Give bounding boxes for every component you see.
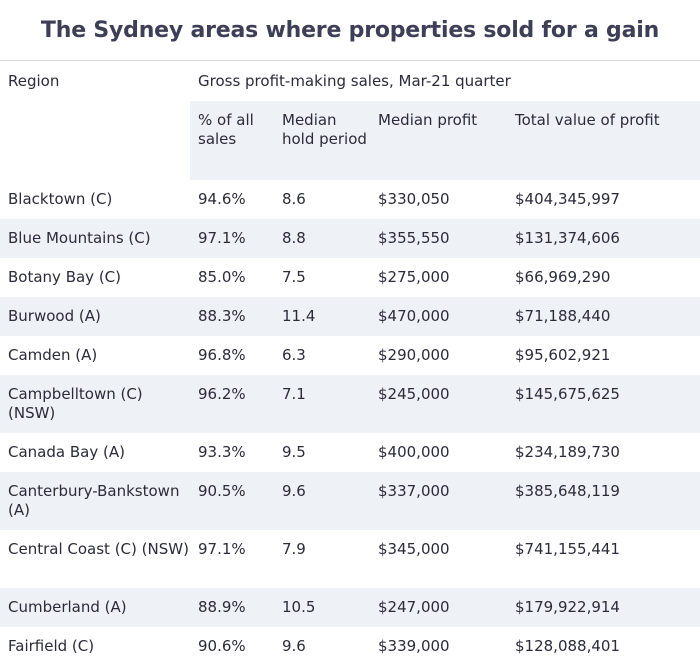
table-row: Canada Bay (A) 93.3% 9.5 $400,000 $234,1…	[0, 433, 700, 472]
cell-pct: 96.2%	[198, 385, 246, 403]
table-row: Campbelltown (C) (NSW) 96.2% 7.1 $245,00…	[0, 375, 700, 433]
cell-hold: 9.5	[282, 443, 306, 461]
cell-pct: 97.1%	[198, 540, 246, 558]
cell-pct: 90.5%	[198, 482, 246, 500]
table-row: Blacktown (C) 94.6% 8.6 $330,050 $404,34…	[0, 180, 700, 219]
cell-pct: 93.3%	[198, 443, 246, 461]
cell-median: $247,000	[378, 598, 450, 616]
header-total: Total value of profit	[507, 101, 700, 180]
cell-total: $71,188,440	[515, 307, 611, 325]
cell-pct: 96.8%	[198, 346, 246, 364]
cell-total: $131,374,606	[515, 229, 620, 247]
cell-total: $234,189,730	[515, 443, 620, 461]
cell-median: $400,000	[378, 443, 450, 461]
cell-hold: 8.8	[282, 229, 306, 247]
cell-median: $245,000	[378, 385, 450, 403]
table-title: The Sydney areas where properties sold f…	[0, 0, 700, 61]
header-row-group: Region Gross profit-making sales, Mar-21…	[0, 61, 700, 101]
table-row: Camden (A) 96.8% 6.3 $290,000 $95,602,92…	[0, 336, 700, 375]
profit-table: Region Gross profit-making sales, Mar-21…	[0, 61, 700, 664]
table-row: Canterbury-Bankstown (A) 90.5% 9.6 $337,…	[0, 472, 700, 530]
cell-region: Camden (A)	[8, 346, 98, 364]
cell-total: $128,088,401	[515, 637, 620, 655]
cell-total: $741,155,441	[515, 540, 620, 558]
header-region: Region	[8, 72, 60, 90]
cell-median: $290,000	[378, 346, 450, 364]
cell-region: Blacktown (C)	[8, 190, 113, 208]
cell-median: $275,000	[378, 268, 450, 286]
cell-region: Blue Mountains (C)	[8, 229, 151, 247]
cell-median: $330,050	[378, 190, 450, 208]
cell-pct: 88.3%	[198, 307, 246, 325]
cell-region: Canterbury-Bankstown (A)	[8, 482, 180, 519]
cell-median: $337,000	[378, 482, 450, 500]
cell-pct: 85.0%	[198, 268, 246, 286]
cell-region: Campbelltown (C) (NSW)	[8, 385, 143, 422]
header-hold: Median hold period	[274, 101, 370, 180]
cell-hold: 6.3	[282, 346, 306, 364]
header-pct: % of all sales	[190, 101, 274, 180]
header-group: Gross profit-making sales, Mar-21 quarte…	[198, 72, 511, 90]
cell-hold: 7.5	[282, 268, 306, 286]
cell-pct: 88.9%	[198, 598, 246, 616]
cell-median: $470,000	[378, 307, 450, 325]
header-blank	[0, 101, 190, 180]
header-median: Median profit	[370, 101, 507, 180]
cell-pct: 97.1%	[198, 229, 246, 247]
cell-hold: 10.5	[282, 598, 316, 616]
cell-median: $355,550	[378, 229, 450, 247]
cell-median: $345,000	[378, 540, 450, 558]
cell-pct: 94.6%	[198, 190, 246, 208]
table-row: Burwood (A) 88.3% 11.4 $470,000 $71,188,…	[0, 297, 700, 336]
header-row-columns: % of all sales Median hold period Median…	[0, 101, 700, 180]
cell-region: Fairfield (C)	[8, 637, 95, 655]
cell-hold: 9.6	[282, 482, 306, 500]
cell-total: $404,345,997	[515, 190, 620, 208]
cell-region: Burwood (A)	[8, 307, 101, 325]
cell-total: $179,922,914	[515, 598, 620, 616]
cell-median: $339,000	[378, 637, 450, 655]
table-row: Fairfield (C) 90.6% 9.6 $339,000 $128,08…	[0, 627, 700, 664]
table-row: Blue Mountains (C) 97.1% 8.8 $355,550 $1…	[0, 219, 700, 258]
cell-region: Botany Bay (C)	[8, 268, 121, 286]
cell-hold: 7.1	[282, 385, 306, 403]
cell-total: $385,648,119	[515, 482, 620, 500]
table-row: Botany Bay (C) 85.0% 7.5 $275,000 $66,96…	[0, 258, 700, 297]
cell-total: $145,675,625	[515, 385, 620, 403]
cell-pct: 90.6%	[198, 637, 246, 655]
cell-total: $95,602,921	[515, 346, 611, 364]
cell-hold: 7.9	[282, 540, 306, 558]
cell-total: $66,969,290	[515, 268, 611, 286]
cell-region: Cumberland (A)	[8, 598, 127, 616]
cell-hold: 11.4	[282, 307, 316, 325]
cell-hold: 9.6	[282, 637, 306, 655]
cell-hold: 8.6	[282, 190, 306, 208]
cell-region: Central Coast (C) (NSW)	[8, 540, 189, 558]
table-row: Cumberland (A) 88.9% 10.5 $247,000 $179,…	[0, 588, 700, 627]
table-row: Central Coast (C) (NSW) 97.1% 7.9 $345,0…	[0, 530, 700, 588]
cell-region: Canada Bay (A)	[8, 443, 125, 461]
